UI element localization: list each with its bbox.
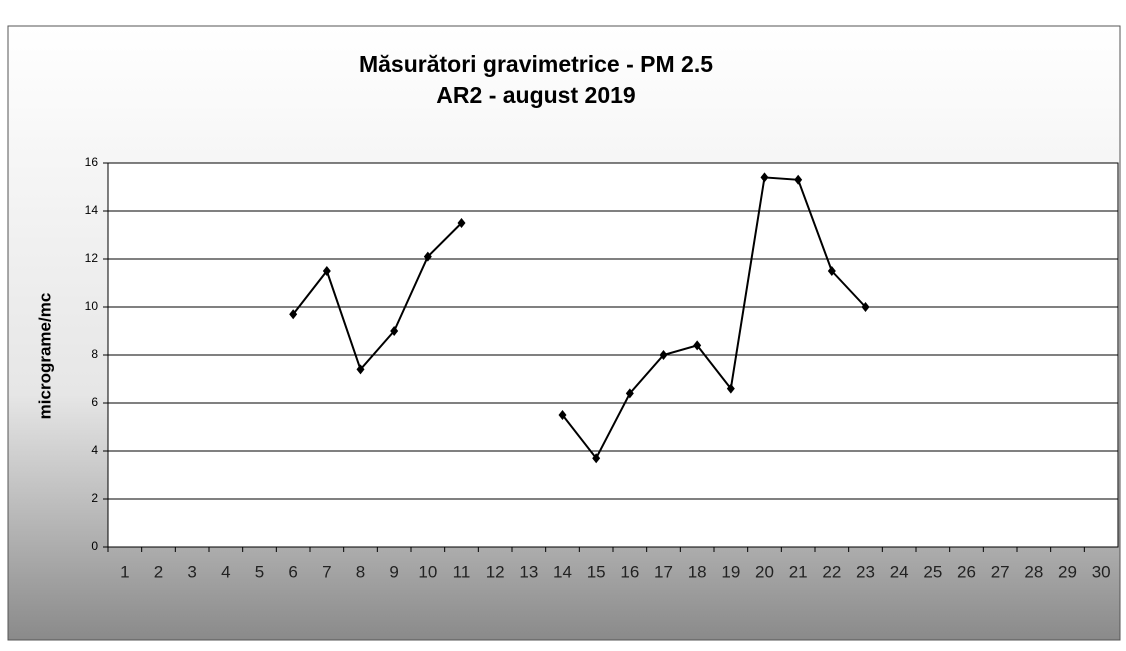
y-tick-label: 12 (85, 251, 99, 265)
y-axis-label: micrograme/mc (35, 293, 54, 420)
x-tick-label: 19 (721, 562, 740, 581)
x-tick-label: 2 (154, 562, 163, 581)
data-point (625, 388, 634, 399)
data-point (322, 266, 331, 276)
data-point (659, 350, 668, 360)
x-tick-label: 6 (288, 562, 297, 581)
y-tick-label: 4 (91, 443, 98, 457)
chart-title: Măsurători gravimetrice - PM 2.5 (359, 51, 713, 77)
x-tick-label: 5 (255, 562, 264, 581)
x-tick-label: 12 (486, 562, 505, 581)
y-tick-label: 6 (91, 395, 98, 409)
y-tick-label: 14 (85, 203, 99, 217)
data-point (592, 453, 601, 464)
x-tick-label: 24 (890, 562, 909, 581)
y-tick-label: 16 (85, 155, 99, 169)
y-tick-label: 8 (91, 347, 98, 361)
data-point (726, 383, 735, 394)
chart-subtitle: AR2 - august 2019 (436, 82, 635, 108)
data-point (693, 340, 702, 351)
data-point (390, 326, 399, 336)
x-tick-label: 10 (418, 562, 437, 581)
x-tick-label: 28 (1024, 562, 1043, 581)
x-tick-label: 29 (1058, 562, 1077, 581)
x-tick-label: 30 (1092, 562, 1111, 581)
x-tick-label: 16 (620, 562, 639, 581)
x-tick-label: 3 (187, 562, 196, 581)
x-tick-label: 7 (322, 562, 331, 581)
y-tick-label: 0 (91, 539, 98, 553)
x-tick-label: 13 (519, 562, 538, 581)
x-tick-label: 27 (991, 562, 1010, 581)
data-point (861, 302, 870, 312)
x-tick-label: 4 (221, 562, 230, 581)
y-tick-label: 2 (91, 491, 98, 505)
data-point (558, 410, 567, 420)
data-point (827, 266, 836, 276)
x-tick-label: 14 (553, 562, 572, 581)
x-tick-label: 11 (453, 562, 471, 581)
y-tick-label: 10 (85, 299, 99, 313)
x-tick-label: 17 (654, 562, 673, 581)
x-tick-label: 18 (688, 562, 707, 581)
x-tick-label: 21 (789, 562, 808, 581)
x-tick-label: 9 (389, 562, 398, 581)
x-tick-label: 25 (923, 562, 942, 581)
data-point (760, 172, 769, 183)
data-point (423, 251, 432, 262)
series-line (292, 176, 867, 461)
x-tick-label: 8 (356, 562, 365, 581)
x-tick-label: 15 (587, 562, 606, 581)
x-tick-label: 22 (822, 562, 841, 581)
x-tick-label: 23 (856, 562, 875, 581)
data-point (289, 309, 298, 320)
x-tick-label: 1 (120, 562, 129, 581)
data-point (457, 218, 466, 228)
data-point (356, 364, 365, 375)
x-tick-label: 20 (755, 562, 774, 581)
data-point (794, 174, 803, 185)
x-tick-label: 26 (957, 562, 976, 581)
